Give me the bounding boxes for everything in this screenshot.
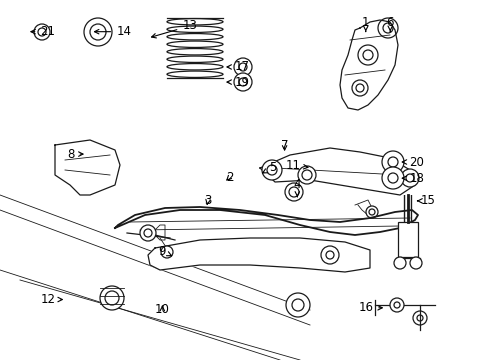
Text: 15: 15 <box>417 194 434 207</box>
Text: 12: 12 <box>41 293 62 306</box>
Text: 13: 13 <box>151 19 197 38</box>
Circle shape <box>320 246 338 264</box>
Circle shape <box>377 18 397 38</box>
Circle shape <box>365 206 377 218</box>
Text: 20: 20 <box>402 156 423 168</box>
Text: 7: 7 <box>280 139 288 152</box>
Text: 8: 8 <box>67 148 83 161</box>
Text: 19: 19 <box>226 76 249 89</box>
Text: 17: 17 <box>226 60 249 73</box>
Circle shape <box>400 169 418 187</box>
Circle shape <box>409 257 421 269</box>
Circle shape <box>285 293 309 317</box>
Circle shape <box>381 151 403 173</box>
Text: 14: 14 <box>94 25 131 38</box>
Circle shape <box>351 80 367 96</box>
Circle shape <box>412 311 426 325</box>
Text: 9: 9 <box>158 245 171 258</box>
Text: 1: 1 <box>361 16 369 32</box>
Text: 3: 3 <box>203 194 211 207</box>
Circle shape <box>234 58 251 76</box>
Circle shape <box>234 73 251 91</box>
Circle shape <box>389 298 403 312</box>
Bar <box>397 222 417 257</box>
Circle shape <box>393 257 405 269</box>
Polygon shape <box>339 20 397 110</box>
Circle shape <box>140 225 156 241</box>
Circle shape <box>381 167 403 189</box>
Text: 10: 10 <box>155 303 169 316</box>
Text: 5: 5 <box>262 161 276 174</box>
Text: 21: 21 <box>31 25 55 38</box>
Polygon shape <box>260 148 414 195</box>
Polygon shape <box>55 140 120 195</box>
Circle shape <box>34 24 50 40</box>
Text: 18: 18 <box>402 172 423 185</box>
Circle shape <box>285 183 303 201</box>
Text: 4: 4 <box>293 178 301 197</box>
Circle shape <box>100 286 124 310</box>
Circle shape <box>84 18 112 46</box>
Circle shape <box>297 166 315 184</box>
Text: 16: 16 <box>358 301 382 314</box>
Polygon shape <box>148 238 369 272</box>
Text: 2: 2 <box>225 171 233 184</box>
Circle shape <box>161 246 173 258</box>
Text: 6: 6 <box>386 16 393 32</box>
Circle shape <box>262 160 282 180</box>
Polygon shape <box>115 207 417 235</box>
Circle shape <box>357 45 377 65</box>
Text: 11: 11 <box>285 159 307 172</box>
